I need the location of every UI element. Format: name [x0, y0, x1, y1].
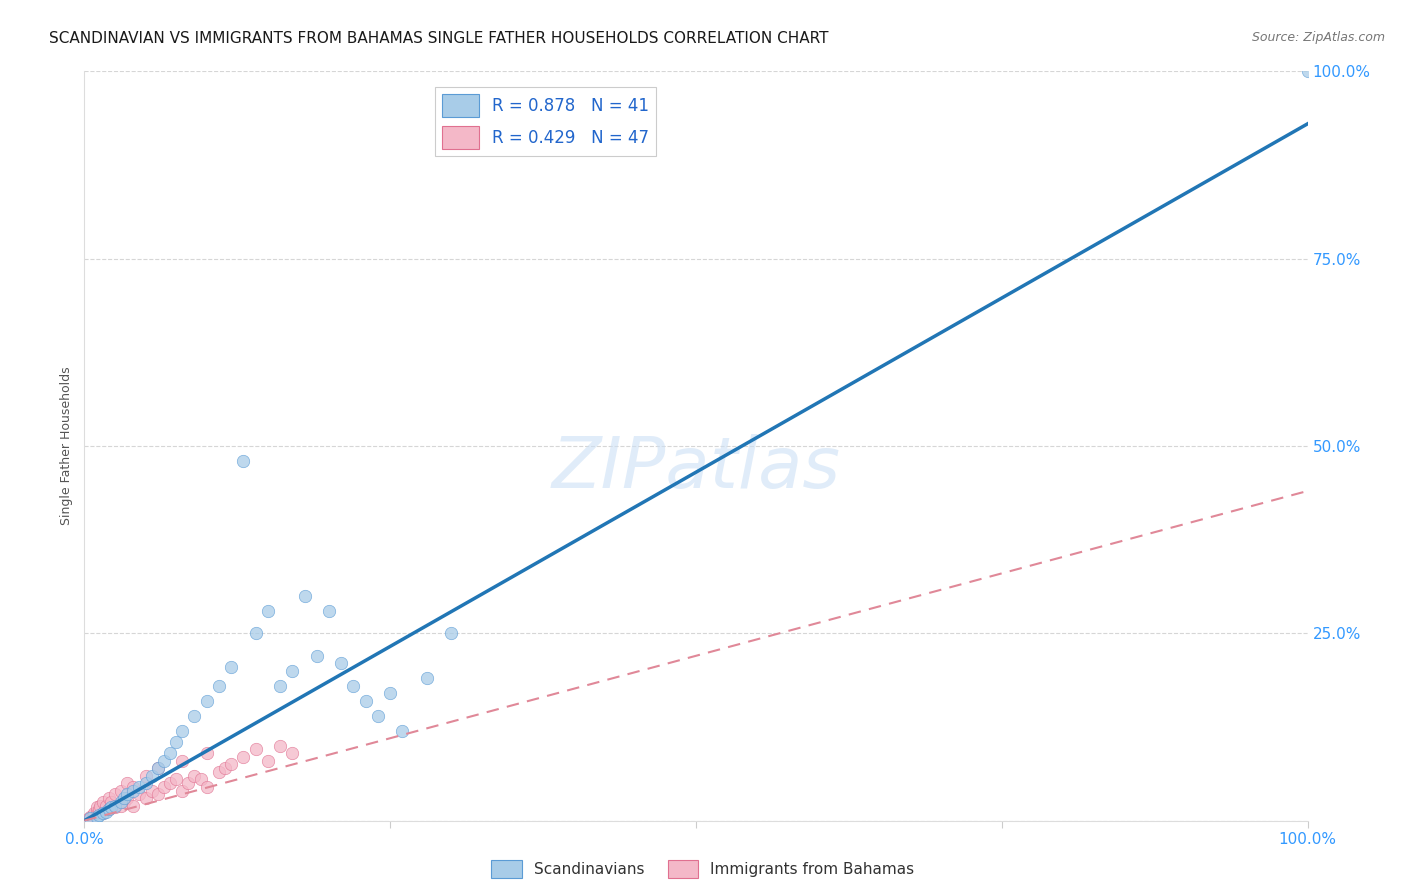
Point	[141, 783, 163, 797]
Point	[91, 806, 114, 821]
Point	[122, 783, 145, 797]
Point	[269, 679, 291, 693]
Point	[159, 746, 181, 760]
Point	[318, 604, 340, 618]
Point	[146, 761, 169, 775]
Point	[159, 776, 181, 790]
Point	[79, 811, 101, 825]
Point	[87, 802, 110, 816]
Point	[135, 776, 157, 790]
Point	[183, 769, 205, 783]
Point	[165, 735, 187, 749]
Point	[100, 795, 122, 809]
Point	[128, 780, 150, 794]
Point	[281, 746, 304, 760]
Text: SCANDINAVIAN VS IMMIGRANTS FROM BAHAMAS SINGLE FATHER HOUSEHOLDS CORRELATION CHA: SCANDINAVIAN VS IMMIGRANTS FROM BAHAMAS …	[49, 31, 828, 46]
Point	[104, 800, 127, 814]
Legend: R = 0.878   N = 41, R = 0.429   N = 47: R = 0.878 N = 41, R = 0.429 N = 47	[436, 87, 655, 156]
Point	[86, 800, 108, 814]
Point	[330, 657, 353, 671]
Point	[153, 780, 176, 794]
Point	[110, 798, 132, 813]
Point	[89, 798, 111, 813]
Point	[305, 648, 328, 663]
Point	[208, 764, 231, 779]
Point	[208, 679, 231, 693]
Legend: Scandinavians, Immigrants from Bahamas: Scandinavians, Immigrants from Bahamas	[485, 854, 921, 884]
Point	[96, 798, 118, 813]
Point	[146, 788, 169, 802]
Point	[245, 742, 267, 756]
Text: ZIPatlas: ZIPatlas	[551, 434, 841, 503]
Point	[165, 772, 187, 787]
Point	[183, 708, 205, 723]
Text: Source: ZipAtlas.com: Source: ZipAtlas.com	[1251, 31, 1385, 45]
Point	[294, 589, 316, 603]
Point	[104, 788, 127, 802]
Point	[219, 757, 242, 772]
Point	[122, 798, 145, 813]
Point	[354, 694, 377, 708]
Point	[86, 805, 108, 819]
Point	[195, 780, 218, 794]
Point	[82, 807, 104, 822]
Point	[91, 806, 114, 821]
Point	[219, 660, 242, 674]
Point	[257, 754, 280, 768]
Point	[91, 795, 114, 809]
Point	[232, 454, 254, 468]
Point	[110, 795, 132, 809]
Point	[86, 810, 108, 824]
Point	[104, 798, 127, 813]
Point	[380, 686, 402, 700]
Point	[115, 788, 138, 802]
Point	[110, 783, 132, 797]
Point	[172, 783, 194, 797]
Point	[440, 626, 463, 640]
Y-axis label: Single Father Households: Single Father Households	[59, 367, 73, 525]
Point	[97, 791, 120, 805]
Point	[97, 802, 120, 816]
Point	[115, 791, 138, 805]
Point	[87, 807, 110, 822]
Point	[100, 800, 122, 814]
Point	[135, 791, 157, 805]
Point	[195, 746, 218, 760]
Point	[391, 723, 413, 738]
Point	[135, 769, 157, 783]
Point	[1296, 64, 1319, 78]
Point	[153, 754, 176, 768]
Point	[115, 776, 138, 790]
Point	[128, 788, 150, 802]
Point	[112, 795, 135, 809]
Point	[281, 664, 304, 678]
Point	[79, 810, 101, 824]
Point	[122, 780, 145, 794]
Point	[97, 802, 120, 816]
Point	[177, 776, 200, 790]
Point	[269, 739, 291, 753]
Point	[416, 671, 439, 685]
Point	[214, 761, 236, 775]
Point	[96, 805, 118, 819]
Point	[172, 723, 194, 738]
Point	[112, 791, 135, 805]
Point	[146, 761, 169, 775]
Point	[257, 604, 280, 618]
Point	[172, 754, 194, 768]
Point	[83, 806, 105, 821]
Point	[232, 750, 254, 764]
Point	[342, 679, 364, 693]
Point	[195, 694, 218, 708]
Point	[190, 772, 212, 787]
Point	[77, 812, 100, 826]
Point	[245, 626, 267, 640]
Point	[367, 708, 389, 723]
Point	[141, 769, 163, 783]
